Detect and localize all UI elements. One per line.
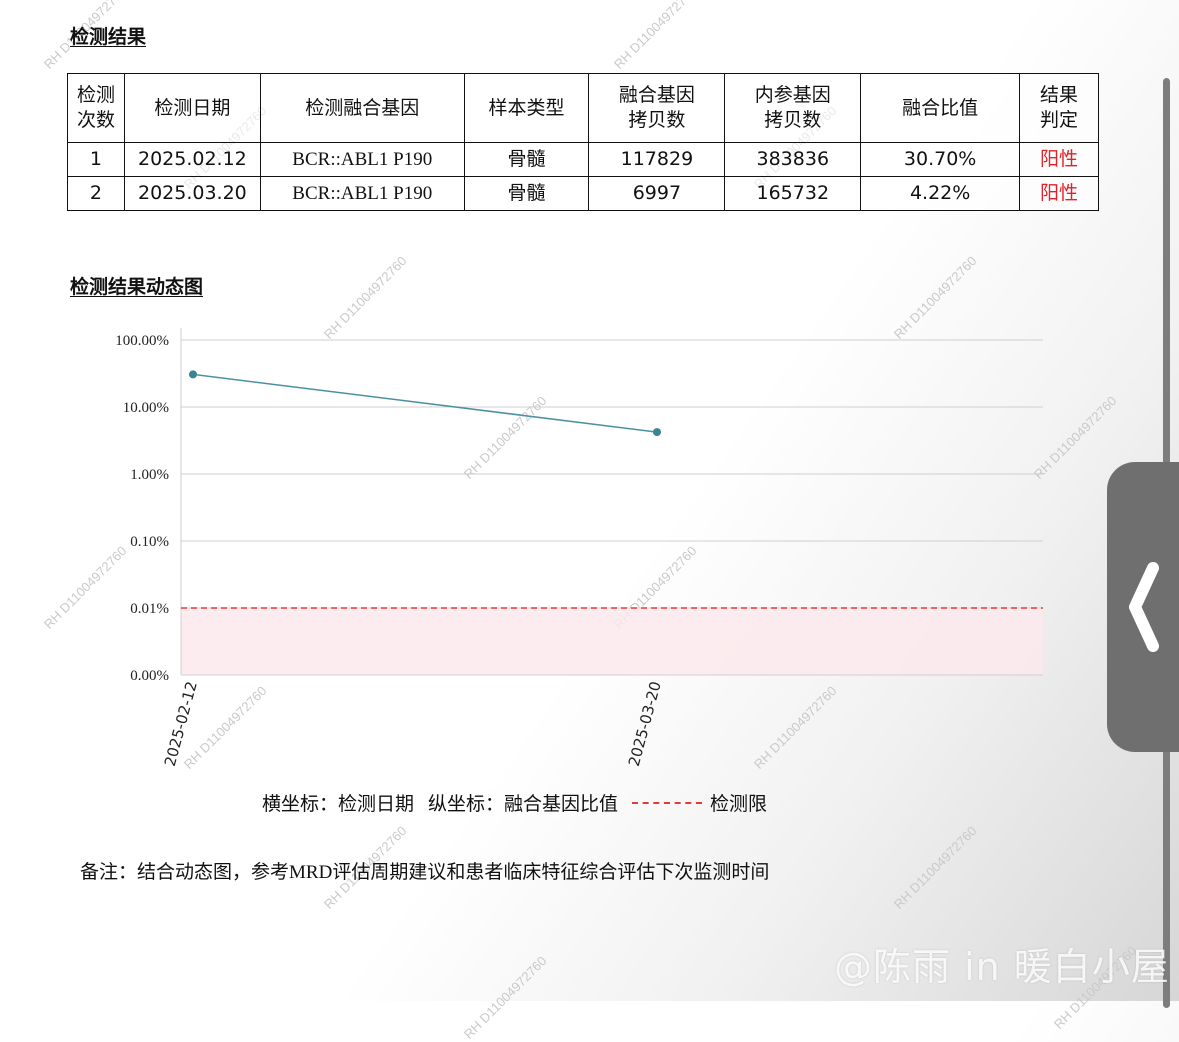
note-suffix: 评估周期建议和患者临床特征综合评估下次监测时间 [332, 861, 770, 883]
y-tick-label: 0.10% [130, 534, 169, 550]
fusion-ratio-chart: 100.00% 10.00% 1.00% 0.10% 0.01% 0.00%2025-02… [115, 328, 1043, 768]
section-title-results: 检测结果 [70, 26, 147, 48]
results-table: 检测 次数 检测日期 检测融合基因 样本类型 融合基因 拷贝数 内参基因 拷贝数 融合比值结… [67, 73, 1099, 211]
table-header-cell: 检测融合基因 [259, 73, 465, 143]
below-limit-region [181, 608, 1043, 675]
cell-date: 2025.02.12 [123, 142, 261, 177]
watermark-text: RH D11004972760 [460, 953, 550, 1042]
table-header-cell: 融合基因 拷贝数 [588, 73, 726, 143]
table-row: 1 2025.02.12 BCR::ABL1 P190 骨髓 117829 383836 3… [67, 142, 1099, 177]
cell-fusion-copies: 6997 [588, 176, 726, 211]
table-header-row: 检测 次数 检测日期 检测融合基因 样本类型 融合基因 拷贝数 内参基因 拷贝数 融合比值结… [67, 73, 1099, 143]
table-header-cell: 检测日期 [123, 73, 261, 143]
legend-limit: 检测限 [710, 793, 768, 815]
table-header-cell: 检测 次数 [67, 73, 125, 143]
cell-result: 阳性 [1019, 142, 1099, 177]
note-mrd: MRD [289, 862, 333, 883]
legend-dash-line [632, 801, 703, 804]
cell-date: 2025.03.20 [123, 176, 261, 211]
section-title-chart: 检测结果动态图 [70, 276, 204, 298]
y-tick-label: 1.00% [130, 467, 169, 483]
x-tick-label: 2025-03-20 [625, 679, 665, 768]
cell-index: 2 [67, 176, 125, 211]
y-tick-label: 10.00% [123, 400, 169, 416]
note-prefix: 备注：结合动态图，参考 [80, 861, 290, 883]
cell-ref-copies: 165732 [724, 176, 862, 211]
side-collapse-handle[interactable] [1107, 462, 1179, 752]
table-header-cell: 融合比值 [860, 73, 1021, 143]
chevron-left-icon [1129, 562, 1159, 652]
cell-sample: 骨髓 [463, 176, 590, 211]
cell-result: 阳性 [1019, 176, 1099, 211]
remark-note: 备注：结合动态图，参考MRD评估周期建议和患者临床特征综合评估下次监测时间 [80, 857, 769, 884]
data-point [189, 370, 197, 379]
table-header-cell: 内参基因 拷贝数 [724, 73, 862, 143]
cell-index: 1 [67, 142, 125, 177]
table-header-cell: 样本类型 [463, 73, 590, 143]
author-overlay-text: @陈雨 in 暖白小屋 [834, 945, 1170, 989]
y-tick-label: 0.01% [130, 601, 169, 617]
cell-ratio: 4.22% [860, 176, 1021, 211]
cell-ref-copies: 383836 [724, 142, 862, 177]
y-tick-label: 0.00% [130, 668, 169, 684]
chart-legend: 横坐标：检测日期 纵坐标：融合基因比值 检测限 [262, 789, 767, 816]
cell-sample: 骨髓 [463, 142, 590, 177]
legend-y-axis: 纵坐标：融合基因比值 [428, 793, 619, 815]
cell-fusion-copies: 117829 [588, 142, 726, 177]
cell-ratio: 30.70% [860, 142, 1021, 177]
watermark-text: RH D11004972760 [890, 823, 980, 912]
cell-gene: BCR::ABL1 P190 [259, 142, 465, 177]
watermark-text: RH D11004972760 [610, 0, 700, 72]
table-row: 2 2025.03.20 BCR::ABL1 P190 骨髓 6997 165732 4.2… [67, 176, 1099, 211]
data-point [653, 428, 661, 437]
y-tick-label: 100.00% [115, 333, 169, 349]
table-header-cell: 结果 判定 [1019, 73, 1099, 143]
x-tick-label: 2025-02-12 [161, 679, 201, 768]
legend-x-axis: 横坐标：检测日期 [262, 793, 415, 815]
series-line [192, 373, 658, 433]
cell-gene: BCR::ABL1 P190 [259, 176, 465, 211]
